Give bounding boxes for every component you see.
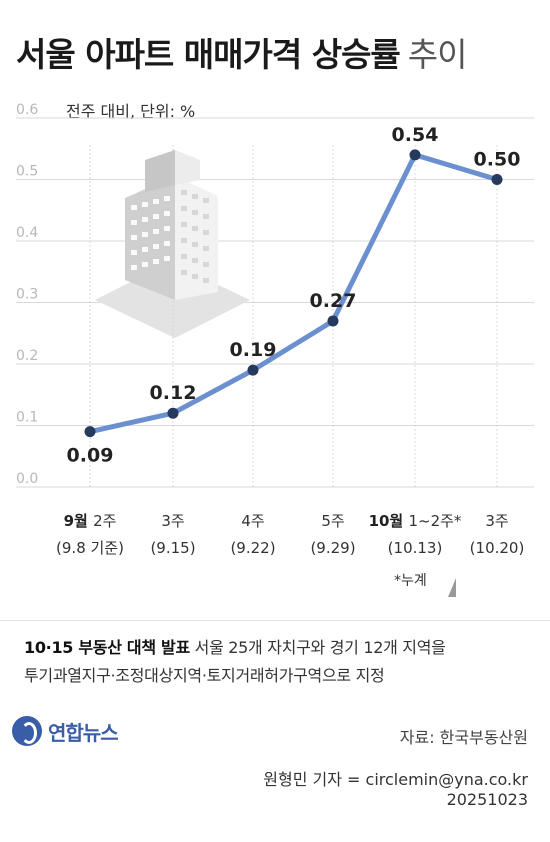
chart-title: 서울 아파트 매매가격 상승률 추이 — [16, 28, 468, 76]
unit-label: 전주 대비, 단위: % — [66, 102, 196, 121]
x-tick-label: 3주 — [161, 512, 184, 530]
building-icon — [95, 150, 250, 338]
x-tick-date: (9.15) — [150, 539, 195, 557]
data-label: 0.12 — [150, 382, 197, 404]
x-tick-label: 5주 — [321, 512, 344, 530]
x-tick-date: (10.13) — [388, 539, 443, 557]
y-tick-label: 0.0 — [16, 471, 38, 487]
yonhap-logo: 연합뉴스 — [12, 716, 119, 746]
logo-text: 연합뉴스 — [48, 720, 119, 745]
y-tick-label: 0.1 — [16, 410, 38, 426]
series-line — [87, 152, 500, 435]
y-tick-label: 0.3 — [16, 287, 38, 303]
reporter-credit: 원형민 기자 = circlemin@yna.co.kr — [263, 770, 528, 789]
y-tick-label: 0.5 — [16, 164, 38, 180]
y-tick-label: 0.4 — [16, 225, 38, 241]
policy-line1: 서울 25개 자치구와 경기 12개 지역을 — [189, 638, 446, 657]
data-point — [327, 315, 339, 327]
data-point — [409, 149, 421, 161]
x-tick-date: (9.22) — [230, 539, 275, 557]
data-label: 0.50 — [474, 149, 521, 171]
y-tick-label: 0.2 — [16, 348, 38, 364]
x-tick-label: 3주 — [485, 512, 508, 530]
x-tick-week: 1~2주* — [408, 512, 461, 530]
x-axis-labels: 9월 2주 (9.8 기준) 3주 (9.15) 4주 (9.22) 5주 (9.29) 10월… — [56, 512, 524, 557]
x-tick-week: 5주 — [321, 512, 344, 530]
x-tick-label: 4주 — [241, 512, 264, 530]
note-pointer — [448, 578, 456, 597]
source-label: 자료: 한국부동산원 — [399, 728, 528, 747]
data-point — [247, 364, 259, 376]
credit-block: 원형민 기자 = circlemin@yna.co.kr 20251023 — [263, 770, 528, 810]
data-points: 0.09 0.12 0.19 0.27 0.54 0.50 — [67, 124, 521, 467]
x-tick-week: 3주 — [161, 512, 184, 530]
divider — [0, 620, 550, 621]
policy-description: 10·15 부동산 대책 발표 서울 25개 자치구와 경기 12개 지역을 투… — [24, 634, 534, 690]
x-tick-month: 10월 — [369, 512, 409, 530]
data-point — [491, 174, 503, 185]
policy-highlight: 10·15 부동산 대책 발표 — [24, 638, 190, 657]
x-tick-month: 9월 — [64, 512, 93, 530]
data-point — [167, 407, 179, 419]
data-label: 0.54 — [392, 124, 439, 146]
data-label: 0.27 — [310, 290, 357, 312]
cumulative-note: *누계 — [394, 573, 427, 589]
x-tick-week: 4주 — [241, 512, 264, 530]
policy-line2: 투기과열지구·조정대상지역·토지거래허가구역으로 지정 — [24, 666, 385, 685]
x-tick-date: (9.8 기준) — [56, 539, 124, 557]
date-code: 20251023 — [446, 790, 528, 809]
data-label: 0.19 — [230, 339, 277, 361]
data-label: 0.09 — [67, 445, 114, 467]
x-tick-week: 2주 — [93, 512, 116, 530]
line-chart: 0.00.10.20.30.40.50.6 0.090.120.190.270.… — [16, 102, 534, 597]
x-tick-label: 10월 1~2주* — [369, 512, 462, 530]
y-tick-label: 0.6 — [16, 102, 38, 118]
chart-title-suffix: 추이 — [407, 35, 468, 74]
logo-mark-icon — [12, 716, 42, 746]
y-grid: 0.0 0.1 0.2 0.3 0.4 0.5 0.6 — [16, 102, 534, 488]
x-tick-date: (9.29) — [310, 539, 355, 557]
x-tick-label: 9월 2주 — [64, 512, 117, 530]
chart-title-main: 서울 아파트 매매가격 상승률 — [16, 35, 401, 74]
x-tick-week: 3주 — [485, 512, 508, 530]
data-point — [84, 426, 96, 438]
x-tick-date: (10.20) — [470, 539, 525, 557]
